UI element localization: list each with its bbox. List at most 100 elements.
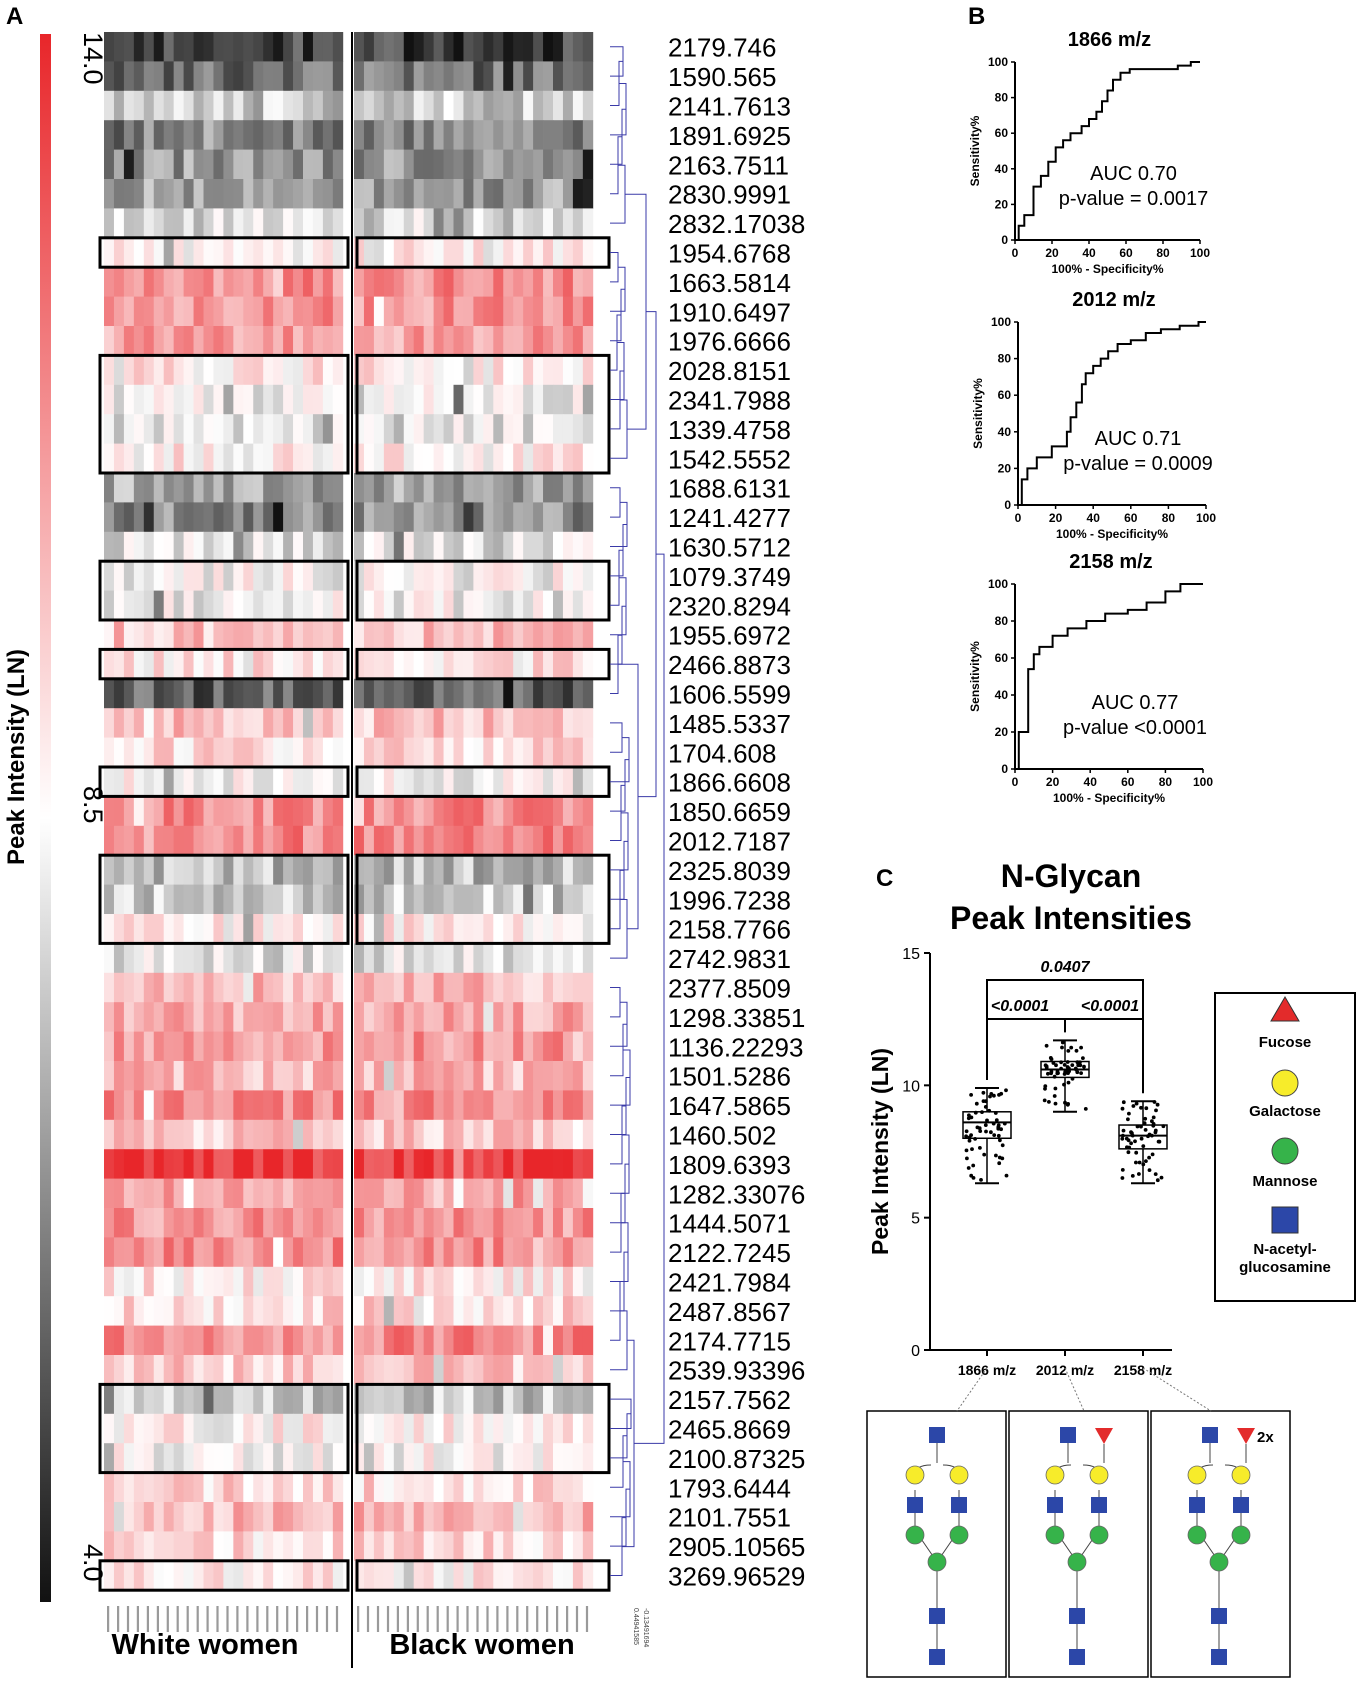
heatmap-cell (332, 1325, 344, 1356)
heatmap-cell (173, 326, 184, 356)
heatmap-cell (183, 1090, 194, 1121)
heatmap-cell (513, 767, 524, 797)
heatmap-cell (233, 796, 244, 827)
heatmap-cell (223, 1208, 234, 1238)
heatmap-cell (543, 855, 554, 885)
heatmap-cell (332, 384, 344, 415)
heatmap-cell (483, 561, 494, 591)
heatmap-cell (413, 414, 425, 444)
heatmap-cell (143, 1119, 155, 1150)
heatmap-cell (383, 767, 395, 797)
heatmap-cell (163, 767, 175, 797)
heatmap-cell (143, 384, 155, 415)
heatmap-cell (213, 443, 224, 474)
heatmap-cell (543, 825, 554, 856)
heatmap-cell (213, 531, 224, 562)
heatmap-cell (453, 678, 464, 709)
heatmap-cell (363, 1119, 375, 1150)
heatmap-cell (332, 1149, 344, 1179)
heatmap-cell (363, 473, 375, 503)
heatmap-cell (123, 90, 135, 121)
heatmap-cell (463, 1237, 474, 1268)
heatmap-cell (293, 796, 304, 827)
heatmap-cell (253, 1178, 264, 1209)
heatmap-cell (473, 355, 484, 386)
heatmap-cell (363, 179, 375, 209)
heatmap-cell (123, 855, 135, 885)
heatmap-cell (233, 561, 244, 591)
heatmap-cell (413, 1237, 425, 1268)
glcnac-icon (1047, 1497, 1063, 1513)
heatmap-cell (243, 1237, 254, 1268)
heatmap-cell (213, 825, 224, 856)
heatmap-cell (312, 208, 324, 239)
heatmap-cell (133, 914, 145, 944)
heatmap-cell (354, 237, 365, 268)
heatmap-cell (293, 620, 304, 650)
heatmap-cell (173, 296, 184, 327)
heatmap-cell (562, 737, 574, 768)
heatmap-cell (223, 1296, 234, 1326)
heatmap-cell (183, 884, 194, 915)
sample-id-label (126, 1606, 130, 1632)
heatmap-cell (322, 267, 334, 297)
mannose-icon (1209, 1552, 1229, 1572)
heatmap-cell (203, 531, 214, 562)
heatmap-cell (104, 149, 115, 180)
sample-id-label (396, 1606, 399, 1632)
heatmap-cell (503, 237, 514, 268)
heatmap-cell (572, 914, 584, 944)
heatmap-cell (332, 414, 344, 444)
heatmap-cell (393, 502, 405, 533)
heatmap-cell (293, 914, 304, 944)
heatmap-cell (483, 1384, 494, 1415)
heatmap-cell (133, 296, 145, 327)
heatmap-cell (303, 149, 314, 180)
heatmap-cell (433, 1119, 444, 1150)
heatmap-cell (383, 179, 395, 209)
heatmap-cell (354, 1208, 365, 1238)
heatmap-cell (383, 355, 395, 386)
heatmap-cell (193, 590, 204, 621)
heatmap-cell (263, 1413, 274, 1444)
highlight-box-black (355, 853, 611, 945)
heatmap-cell (493, 796, 504, 827)
heatmap-cell (403, 678, 415, 709)
heatmap-cell (383, 237, 395, 268)
heatmap-cell (223, 649, 234, 680)
heatmap-cell (133, 884, 145, 915)
heatmap-cell (413, 179, 425, 209)
heatmap-cell (123, 237, 135, 268)
heatmap-cell (393, 620, 405, 650)
structure-frame (1150, 1410, 1291, 1678)
heatmap-cell (243, 355, 254, 386)
heatmap-cell (143, 326, 155, 356)
heatmap-cell (523, 1178, 534, 1209)
heatmap-cell (393, 1413, 405, 1444)
heatmap-cell (483, 1208, 494, 1238)
heatmap-cell (153, 473, 165, 503)
heatmap-cell (322, 355, 334, 386)
heatmap-cell (553, 1502, 564, 1532)
heatmap-cell (203, 678, 214, 709)
heatmap-cell (263, 1266, 274, 1297)
heatmap-cell (413, 796, 425, 827)
heatmap-cell (303, 561, 314, 591)
heatmap-cell (463, 1178, 474, 1209)
heatmap-cell (322, 473, 334, 503)
roc-curve (1018, 321, 1206, 506)
heatmap-cell (473, 32, 484, 62)
sample-id-label (366, 1606, 370, 1632)
box-data-point (1143, 1128, 1148, 1132)
heatmap-cell (413, 1384, 425, 1415)
highlight-box-black (355, 765, 611, 798)
heatmap-cell (113, 1119, 125, 1150)
heatmap-cell (473, 1560, 484, 1591)
heatmap-cell (413, 208, 425, 239)
heatmap-cell (113, 237, 125, 268)
heatmap-cell (463, 620, 474, 650)
heatmap-cell (572, 1002, 584, 1032)
heatmap-cell (143, 825, 155, 856)
highlight-box-black (355, 1382, 611, 1475)
roc-y-tick-label: 60 (995, 651, 1009, 665)
